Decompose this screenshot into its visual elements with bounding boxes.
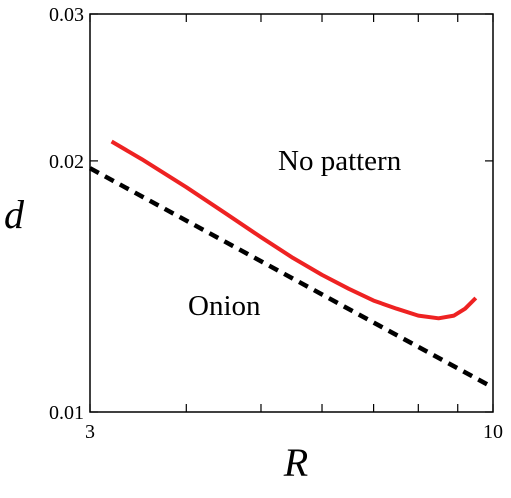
ticks bbox=[89, 13, 494, 413]
annotation-onion: Onion bbox=[188, 290, 261, 322]
y-tick-label: 0.01 bbox=[49, 402, 84, 424]
x-tick-label: 3 bbox=[85, 421, 95, 443]
plot-frame bbox=[89, 13, 494, 413]
x-axis-label: R bbox=[283, 440, 308, 485]
y-tick-label: 0.03 bbox=[49, 4, 84, 26]
x-tick-label: 10 bbox=[483, 421, 503, 443]
series-line-dashed bbox=[88, 166, 495, 390]
y-axis-label: d bbox=[4, 192, 25, 237]
tick-labels: 3 10 0.01 0.02 0.03 bbox=[49, 4, 503, 443]
annotation-no-pattern: No pattern bbox=[278, 145, 402, 177]
y-tick-label: 0.02 bbox=[49, 151, 84, 173]
series-line-solid bbox=[110, 139, 478, 321]
series-layer bbox=[88, 139, 495, 390]
